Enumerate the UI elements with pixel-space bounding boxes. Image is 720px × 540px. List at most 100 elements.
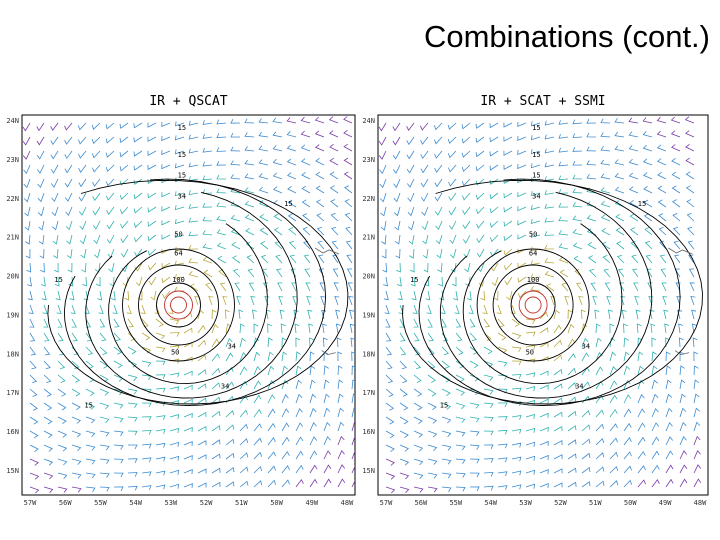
wind-barb [64,136,73,145]
wind-barb [503,150,513,156]
wind-barb [99,388,110,396]
wind-barb [511,318,520,327]
wind-barb [281,408,290,418]
wind-barb [659,240,667,250]
wind-barb [29,388,38,397]
wind-barb [267,365,275,376]
wind-barb [232,268,241,278]
wind-barb [127,430,138,436]
wind-barb [469,430,480,437]
wind-barb [51,192,59,203]
wind-barb [230,214,241,222]
wind-barb [40,262,45,273]
wind-barb [258,145,269,152]
wind-barb [427,472,438,479]
wind-barb [287,199,297,208]
wind-barb [174,205,185,211]
wind-barb [188,148,199,154]
wind-barb [392,136,401,146]
wind-barb [174,246,185,252]
wind-barb [40,276,46,287]
wind-barb [57,486,68,493]
wind-barb [412,304,418,314]
wind-barb [301,185,311,194]
wind-barb [567,309,573,320]
wind-barb [623,408,632,418]
wind-barb [422,248,429,259]
wind-barb [465,276,471,287]
wind-barb [161,262,171,269]
wind-barb [609,451,619,460]
wind-barb [595,337,602,348]
wind-barb [127,472,138,477]
wind-barb [351,393,355,404]
wind-barb [441,346,450,356]
wind-barb [643,185,653,194]
wind-barb [691,323,697,334]
wind-barb [216,161,227,166]
wind-barb [665,393,673,404]
wind-barb [127,402,138,409]
wind-barb [225,323,232,334]
contour-label: 15 [410,276,418,284]
wind-barb [55,290,61,301]
wind-barb [483,430,494,436]
wind-barb [50,136,59,146]
wind-barb [64,192,73,202]
wind-barb [119,150,129,158]
wind-barb [673,254,681,264]
wind-barb [693,379,700,390]
wind-barb [197,411,207,418]
lon-label: 54W [129,499,142,507]
lon-label: 51W [235,499,248,507]
wind-barb [71,416,82,424]
wind-barb [539,482,549,489]
wind-barb [558,133,569,139]
wind-barb [253,323,259,333]
wind-barb [203,269,213,278]
wind-barb [91,150,101,159]
wind-barb [385,430,395,439]
wind-barb [623,479,633,488]
wind-barb [161,192,171,198]
wind-barb [496,304,502,314]
wind-barb [300,158,311,166]
wind-barb [281,479,290,488]
wind-barb [645,254,653,264]
wind-barb [216,188,227,194]
wind-barb [286,144,297,152]
lat-label: 24N [362,117,375,125]
wind-barb [309,436,318,446]
wind-barb [506,290,513,301]
wind-barb [476,248,485,258]
wind-barb [409,262,415,273]
wind-barb [503,206,513,213]
contour [156,282,201,328]
wind-barb [71,458,82,465]
wind-barb [623,451,632,460]
wind-barb [258,200,269,208]
wind-barb [614,186,625,194]
wind-barb [651,422,660,432]
wind-barb [211,382,221,390]
wind-barb [230,132,240,138]
wind-barb [119,192,129,201]
wind-barb [127,318,134,328]
wind-barb [478,276,485,287]
wind-barb [332,268,339,278]
wind-barb [351,365,355,376]
wind-barb [343,143,353,152]
wind-barb [690,296,696,306]
wind-barb [489,178,499,185]
lon-label: 56W [415,499,428,507]
wind-barb [644,240,653,250]
wind-barb [202,202,213,208]
wind-barb [309,450,318,460]
wind-barb [380,220,387,231]
wind-barb [24,206,31,217]
wind-barb [275,254,283,264]
wind-barb [239,323,245,334]
wind-barb [29,458,39,466]
wind-barb [642,172,653,180]
wind-barb [267,451,276,460]
